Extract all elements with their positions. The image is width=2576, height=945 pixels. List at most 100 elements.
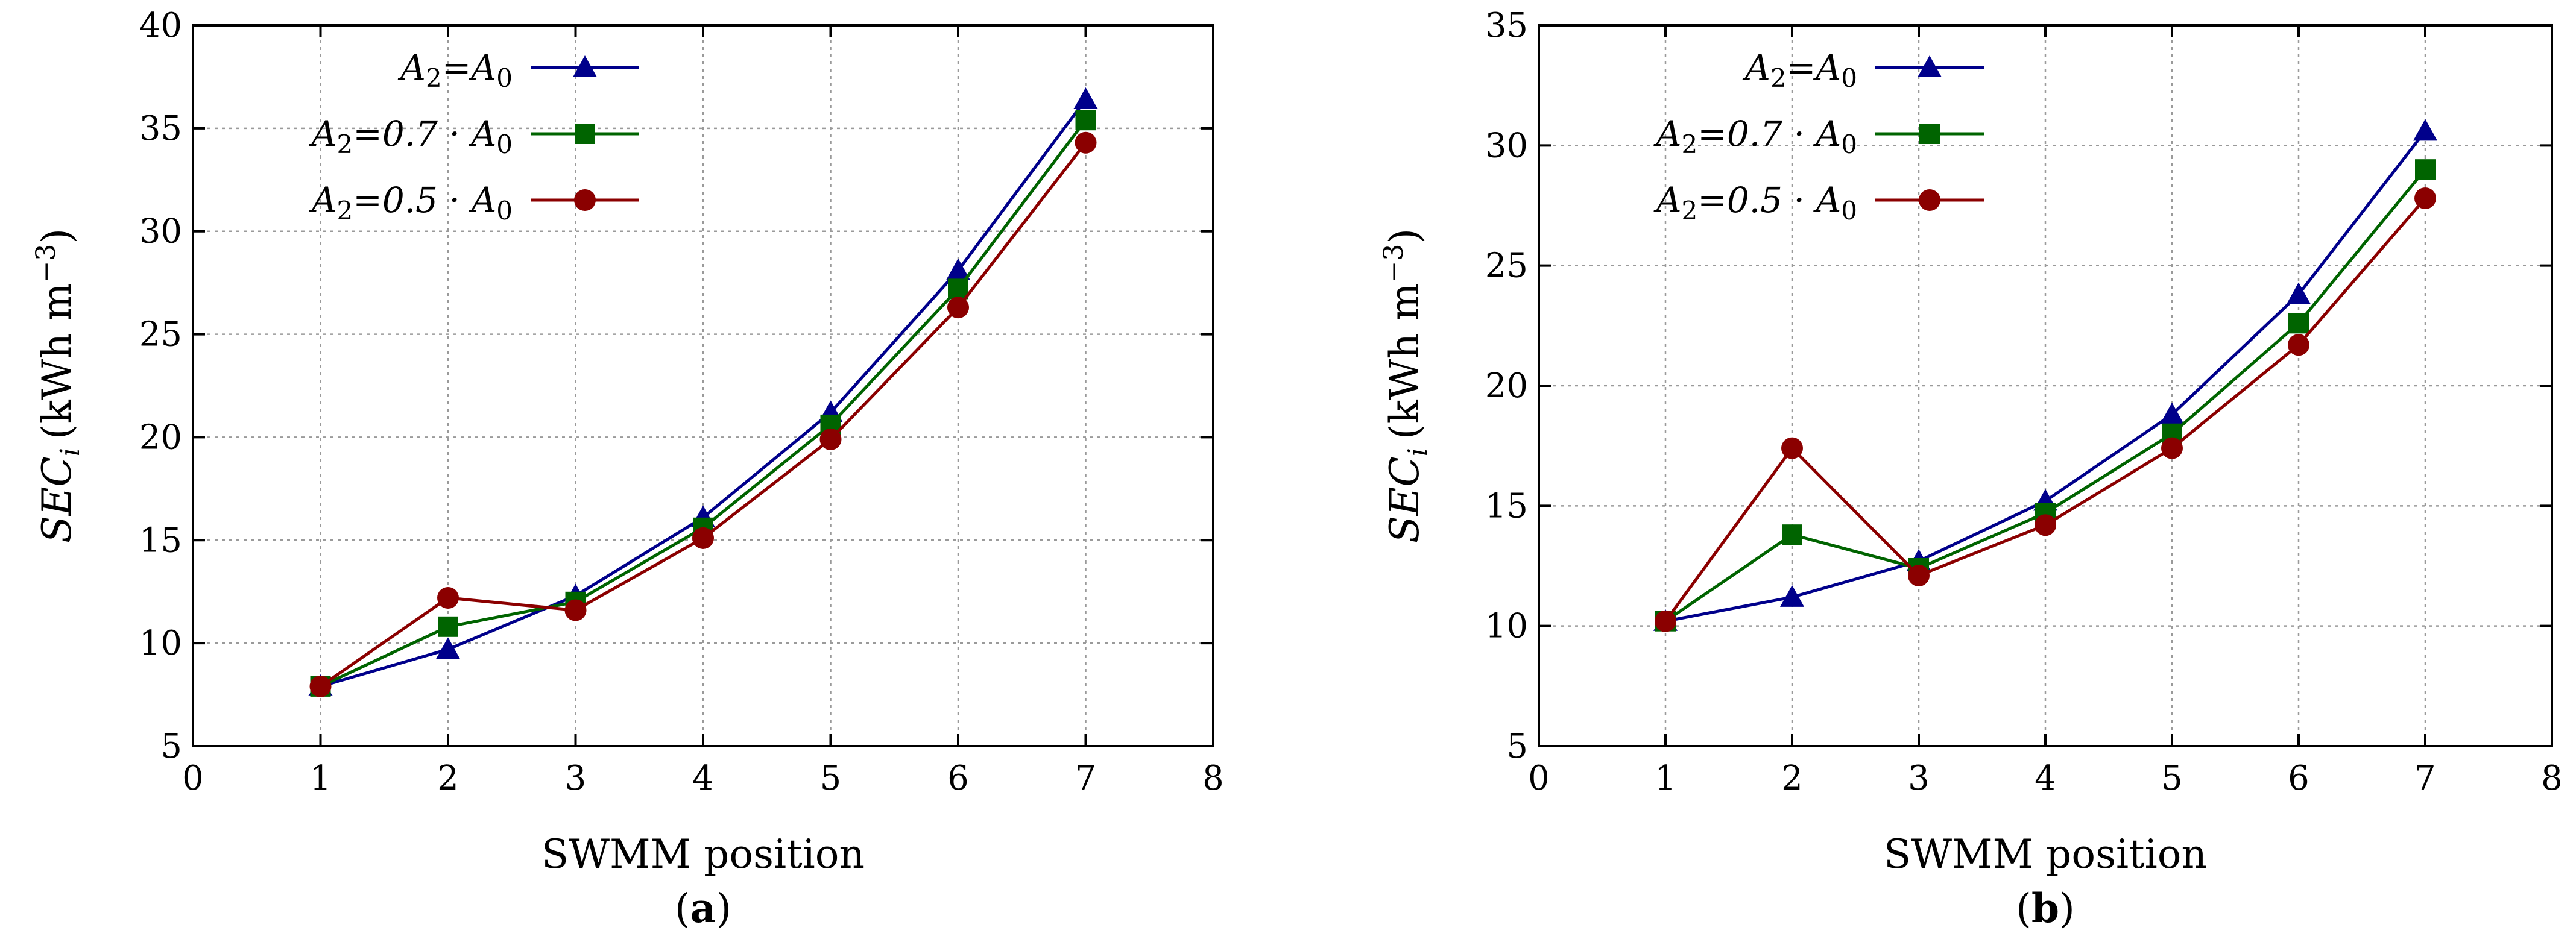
legend-label-subscript: 2: [1681, 130, 1697, 159]
data-point-square: [1075, 110, 1096, 131]
y-tick-label: 25: [1485, 246, 1528, 286]
y-tick-label: 30: [139, 212, 182, 251]
y-axis-title-symbol: SEC: [34, 456, 80, 543]
y-axis-title-subscript: i: [55, 448, 86, 456]
y-tick-label: 20: [1485, 366, 1528, 406]
y-tick-label: 10: [1485, 607, 1528, 646]
legend-item: A2=0.7 · A0: [309, 113, 639, 159]
x-tick-label: 3: [1908, 759, 1930, 798]
data-point-square: [438, 616, 458, 637]
x-tick-label: 2: [1781, 759, 1803, 798]
series-circle: [1655, 187, 2436, 632]
legend-label-part: =0.5 · A: [1697, 180, 1841, 221]
data-point-circle: [309, 675, 332, 697]
legend-label-part: =0.7 · A: [353, 113, 496, 154]
legend-label: A2=A0: [397, 47, 513, 93]
y-tick-label: 15: [1485, 486, 1528, 526]
data-point-circle: [947, 297, 969, 319]
legend-label: A2=0.7 · A0: [309, 113, 513, 159]
data-point-square: [2415, 159, 2436, 180]
x-tick-label: 8: [1202, 759, 1224, 798]
y-axis-title-units: (kWh m: [34, 283, 80, 439]
x-tick-label: 6: [2288, 759, 2309, 798]
data-point-circle: [1075, 131, 1097, 154]
legend-label-subscript: 2: [336, 196, 353, 225]
data-point-triangle: [1073, 87, 1098, 110]
y-axis-title: SECi (kWh m−3): [1378, 228, 1433, 543]
legend-item: A2=A0: [1742, 47, 1984, 93]
y-axis-title-units: (kWh m: [1381, 283, 1428, 439]
y-tick-label: 20: [139, 418, 182, 457]
data-point-circle: [437, 586, 459, 609]
legend-label-part: A: [397, 47, 426, 88]
legend-label-subscript: 0: [496, 130, 513, 159]
data-point-circle: [1781, 437, 1803, 459]
legend-label-subscript: 2: [1681, 196, 1697, 225]
legend-label-subscript: 0: [496, 196, 513, 225]
x-tick-label: 1: [1655, 759, 1676, 798]
legend-label-part: =A: [1787, 47, 1841, 88]
legend-item: A2=A0: [397, 47, 639, 93]
legend-item: A2=0.7 · A0: [1653, 113, 1984, 159]
legend-label-subscript: 2: [1770, 63, 1787, 93]
panel-label: (a): [675, 885, 731, 932]
legend-label-part: A: [1653, 113, 1682, 154]
data-point-square: [1782, 524, 1802, 545]
x-tick-label: 0: [182, 759, 204, 798]
legend-label: A2=0.7 · A0: [1653, 113, 1857, 159]
x-tick-label: 8: [2541, 759, 2563, 798]
data-point-circle: [692, 527, 714, 549]
panel-label: (b): [2016, 885, 2075, 932]
legend-label-part: A: [309, 180, 337, 221]
legend-marker-square: [575, 124, 595, 144]
y-tick-label: 35: [1485, 6, 1528, 45]
legend-label-part: =A: [442, 47, 496, 88]
y-axis-title-close: ): [34, 228, 80, 244]
legend-label: A2=A0: [1742, 47, 1857, 93]
legend-item: A2=0.5 · A0: [309, 180, 639, 225]
x-tick-label: 4: [2035, 759, 2056, 798]
data-point-circle: [2414, 187, 2436, 210]
x-tick-label: 4: [692, 759, 714, 798]
data-point-triangle: [1780, 585, 1804, 607]
x-axis-title: SWMM position: [1884, 831, 2207, 878]
y-tick-label: 35: [139, 109, 182, 148]
legend-label-subscript: 0: [1841, 130, 1857, 159]
legend-item: A2=0.5 · A0: [1653, 180, 1984, 225]
legend-label-part: A: [1742, 47, 1770, 88]
legend-label-subscript: 0: [1841, 196, 1857, 225]
y-axis-title-exponent: −3: [1378, 244, 1409, 283]
data-point-triangle: [436, 637, 460, 659]
legend-marker-triangle: [1918, 55, 1942, 77]
data-point-triangle: [2413, 119, 2437, 141]
data-point-triangle: [946, 258, 970, 280]
x-tick-label: 5: [2161, 759, 2183, 798]
y-tick-label: 25: [139, 315, 182, 354]
legend-label-subscript: 0: [496, 63, 513, 93]
y-tick-label: 30: [1485, 126, 1528, 165]
y-tick-label: 5: [160, 727, 182, 766]
panel-label-letter: a: [690, 885, 716, 932]
legend-label-part: A: [309, 113, 337, 154]
data-point-circle: [2035, 514, 2056, 536]
data-point-circle: [2161, 437, 2183, 459]
series-circle: [309, 131, 1097, 697]
x-tick-label: 5: [820, 759, 842, 798]
data-point-circle: [564, 599, 587, 621]
legend-label-subscript: 2: [426, 63, 442, 93]
legend-marker-square: [1919, 124, 1940, 144]
x-tick-label: 2: [437, 759, 459, 798]
y-axis-title-symbol: SEC: [1381, 456, 1428, 543]
x-tick-label: 1: [310, 759, 332, 798]
y-tick-label: 15: [139, 521, 182, 560]
data-point-circle: [819, 428, 842, 450]
legend-label-part: =0.5 · A: [353, 180, 496, 221]
data-point-square: [2288, 313, 2309, 334]
y-axis-title-subscript: i: [1403, 448, 1433, 456]
legend-label-part: =0.7 · A: [1697, 113, 1841, 154]
y-tick-label: 5: [1506, 727, 1528, 766]
